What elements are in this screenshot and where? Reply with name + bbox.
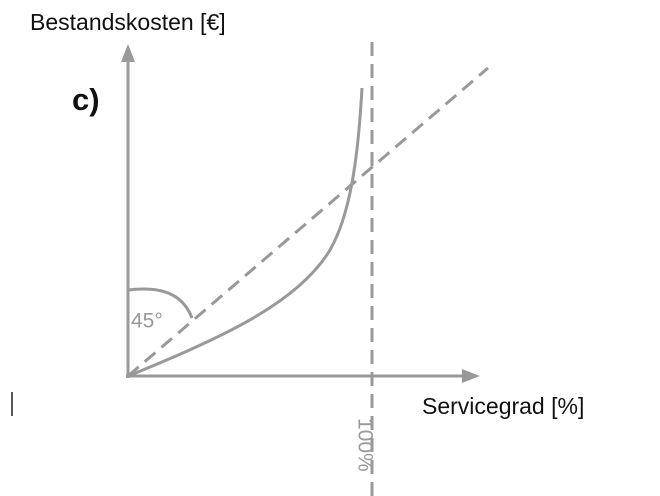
limit-label: 100%	[353, 418, 376, 472]
angle-arc	[127, 287, 194, 319]
cost-curve	[127, 87, 364, 378]
y-axis-label: Bestandskosten [€]	[30, 9, 226, 35]
x-axis-arrow	[462, 369, 480, 383]
y-axis-arrow	[121, 44, 135, 62]
x-axis-label: Servicegrad [%]	[422, 393, 584, 419]
diagonal-line	[127, 66, 489, 378]
panel-label: c)	[72, 82, 100, 117]
angle-label: 45°	[131, 310, 163, 333]
